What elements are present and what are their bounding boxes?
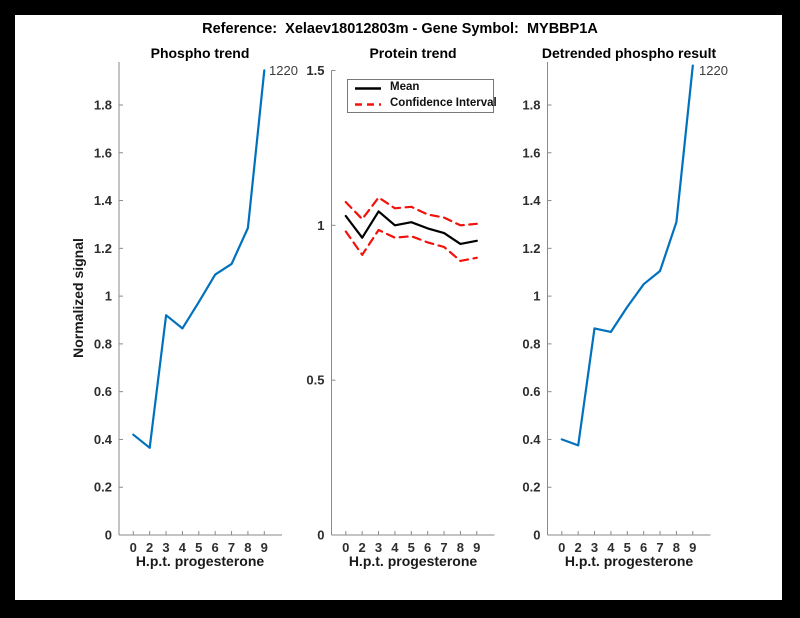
y-tick-label: 1 — [317, 218, 324, 233]
x-tick-label: 3 — [591, 540, 598, 555]
x-tick-label: 7 — [656, 540, 663, 555]
y-tick-label: 0.8 — [522, 336, 540, 351]
subplot-title-phospho-trend: Phospho trend — [150, 45, 250, 61]
x-tick-label: 9 — [473, 540, 480, 555]
x-tick-label: 9 — [261, 540, 268, 555]
x-tick-label: 0 — [130, 540, 137, 555]
series-confidence-interval-upper — [344, 196, 478, 227]
mean-line-sample — [355, 86, 381, 90]
series-confidence-interval-lower — [344, 228, 478, 262]
series-mean — [344, 210, 478, 245]
legend-item-confidence-interval: Confidence Interval — [354, 98, 497, 111]
y-tick-label: 1 — [105, 289, 112, 304]
x-axis-label-left: H.p.t. progesterone — [135, 553, 265, 569]
legend-label-confidence-interval: Confidence Interval — [390, 97, 497, 110]
x-tick-label: 8 — [673, 540, 680, 555]
y-tick-label: 0.6 — [522, 384, 540, 399]
x-tick-label: 7 — [440, 540, 447, 555]
x-tick-label: 6 — [212, 540, 219, 555]
x-tick-label: 0 — [342, 540, 349, 555]
x-tick-label: 4 — [607, 540, 615, 555]
y-tick-label: 1.4 — [522, 193, 541, 208]
x-tick-label: 0 — [558, 540, 565, 555]
x-tick-label: 4 — [391, 540, 399, 555]
subplot-title-detrended-phospho-result: Detrended phospho result — [541, 45, 717, 61]
x-tick-label: 2 — [146, 540, 153, 555]
x-tick-label: 8 — [244, 540, 251, 555]
y-tick-label: 0.2 — [94, 480, 112, 495]
legend-item-mean: Mean — [354, 82, 493, 95]
x-tick-label: 6 — [640, 540, 647, 555]
y-tick-label: 0.6 — [94, 384, 112, 399]
y-tick-label: 1.5 — [306, 63, 324, 78]
legend: Mean Confidence Interval — [347, 79, 497, 113]
x-tick-label: 9 — [689, 540, 696, 555]
x-axis-label-right: H.p.t. progesterone — [564, 553, 694, 569]
x-axis-label-middle: H.p.t. progesterone — [348, 553, 478, 569]
peak-value-annotation-left: 1220 — [269, 63, 298, 78]
x-tick-label: 5 — [624, 540, 631, 555]
x-tick-label: 6 — [424, 540, 431, 555]
axes-2: 00.20.40.60.811.21.41.61.80 2 3 4 5 6 7 8 9 — [522, 62, 711, 555]
y-tick-label: 0 — [105, 528, 112, 543]
y-tick-label: 1.6 — [522, 145, 540, 160]
y-tick-label: 0.5 — [306, 373, 324, 388]
subplot-title-protein-trend: Protein trend — [369, 45, 457, 61]
axes-0: 00.20.40.60.811.21.41.61.80 2 3 4 5 6 7 8 9 — [94, 62, 282, 555]
y-tick-label: 0 — [317, 528, 324, 543]
y-tick-label: 1.2 — [94, 241, 112, 256]
figure-title: Reference: Xelaev18012803m - Gene Symbol… — [202, 21, 598, 37]
y-tick-label: 0.8 — [94, 336, 112, 351]
axes-1: 00.511.50 2 3 4 5 6 7 8 9 — [306, 63, 495, 555]
y-tick-label: 1 — [533, 289, 540, 304]
y-tick-label: 0 — [533, 528, 540, 543]
x-tick-label: 4 — [179, 540, 187, 555]
y-tick-label: 1.8 — [522, 98, 540, 113]
y-tick-label: 1.2 — [522, 241, 540, 256]
x-tick-label: 2 — [359, 540, 366, 555]
y-tick-label: 0.4 — [94, 432, 113, 447]
y-tick-label: 0.2 — [522, 480, 540, 495]
y-tick-label: 1.6 — [94, 145, 112, 160]
x-tick-label: 8 — [457, 540, 464, 555]
x-tick-label: 5 — [195, 540, 202, 555]
y-tick-label: 1.4 — [94, 193, 113, 208]
x-tick-label: 7 — [228, 540, 235, 555]
x-tick-label: 5 — [408, 540, 415, 555]
series-phospho-signal — [132, 69, 266, 449]
y-axis-label: Normalized signal — [70, 238, 86, 358]
x-tick-label: 2 — [575, 540, 582, 555]
series-detrended-phospho-signal — [560, 64, 694, 447]
y-tick-label: 0.4 — [522, 432, 541, 447]
x-tick-label: 3 — [375, 540, 382, 555]
confidence-interval-line-sample — [355, 102, 381, 106]
y-tick-label: 1.8 — [94, 98, 112, 113]
peak-value-annotation-right: 1220 — [699, 63, 728, 78]
legend-label-mean: Mean — [390, 81, 420, 94]
x-tick-label: 3 — [162, 540, 169, 555]
